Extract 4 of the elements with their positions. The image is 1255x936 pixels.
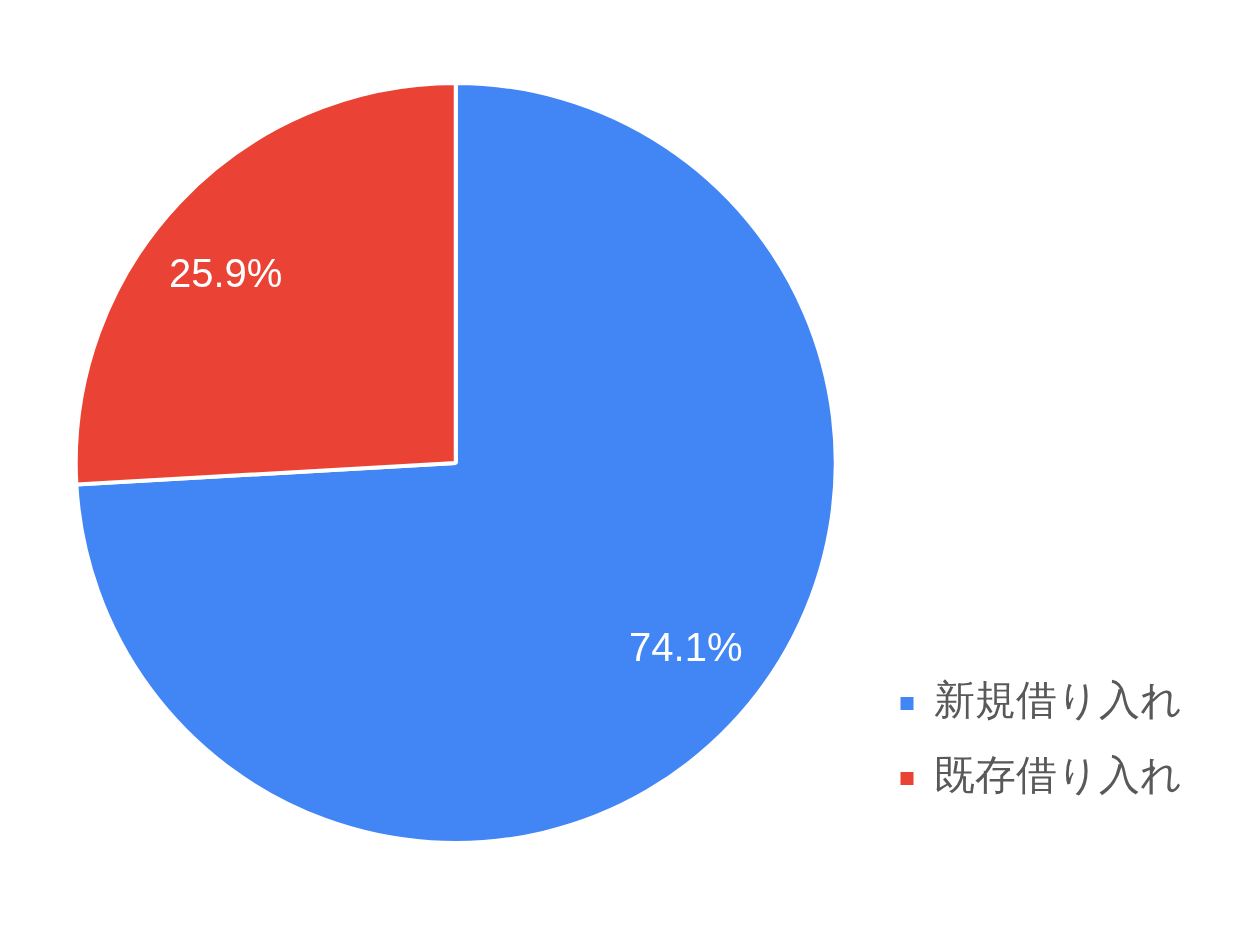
legend-label: 既存借り入れ [934,751,1182,800]
data-label: 25.9% [168,251,283,296]
legend-label: 新規借り入れ [934,676,1182,725]
data-label: 74.1% [629,624,743,669]
